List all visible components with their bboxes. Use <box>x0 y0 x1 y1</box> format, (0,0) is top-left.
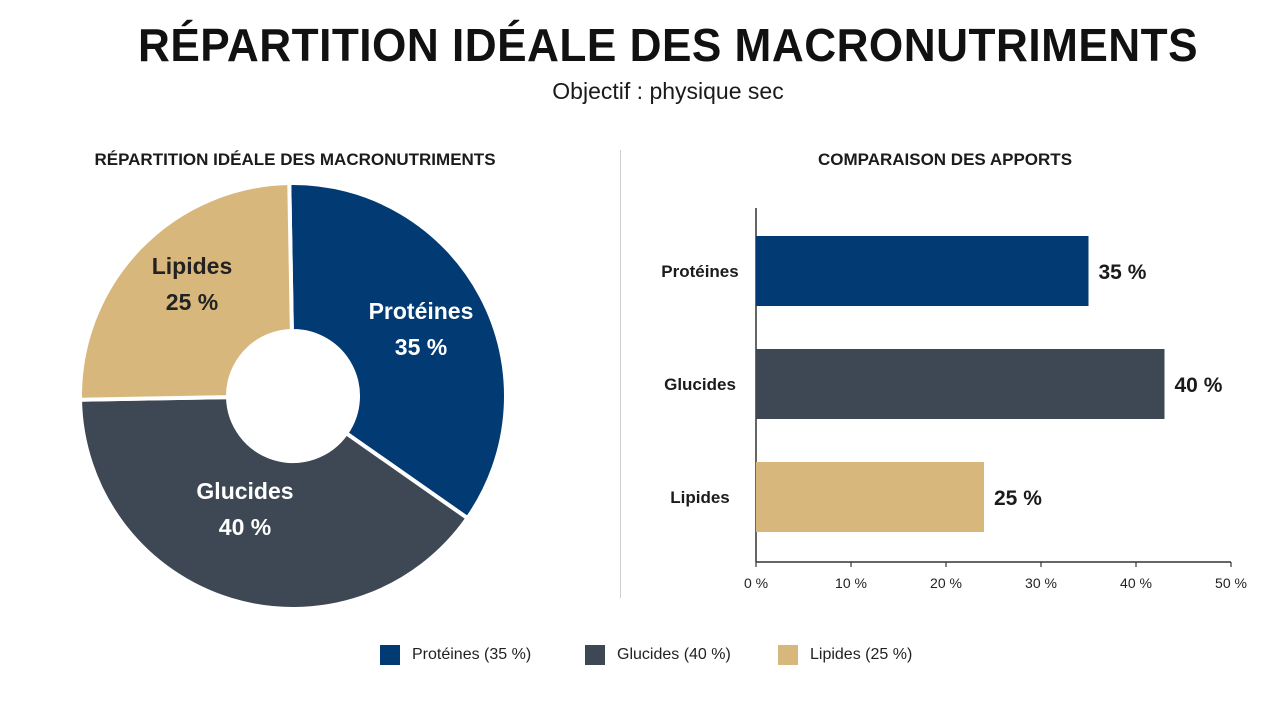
bar-value-label-lipides: 25 % <box>994 487 1042 510</box>
panel-divider <box>620 150 621 598</box>
bar-chart-title: COMPARAISON DES APPORTS <box>817 150 1073 169</box>
bar-category-label-lipides: Lipides <box>670 488 730 507</box>
bar-value-label-proteines: 35 % <box>1099 261 1147 284</box>
bar-category-label-glucides: Glucides <box>664 375 736 394</box>
pie-value-label-proteines: 35 % <box>395 334 447 360</box>
bar-category-label-proteines: Protéines <box>661 262 738 281</box>
bar-glucides <box>756 349 1165 419</box>
bar-x-tick-label: 10 % <box>835 575 867 591</box>
bar-x-tick-label: 40 % <box>1120 575 1152 591</box>
donut-chart: Protéines 35 % Glucides 40 % Lipides 25 % <box>77 180 508 611</box>
pie-slice-proteines <box>287 181 508 521</box>
bar-x-tick-label: 20 % <box>930 575 962 591</box>
legend-swatch-lipides <box>778 645 798 665</box>
bar-x-tick-label: 50 % <box>1215 575 1247 591</box>
pie-chart-title: RÉPARTITION IDÉALE DES MACRONUTRIMENTS <box>94 150 496 169</box>
bar-value-label-glucides: 40 % <box>1175 374 1223 397</box>
pie-label-glucides: Glucides <box>196 478 293 504</box>
legend-label-lipides: Lipides (25 %) <box>810 646 913 663</box>
bar-x-tick-label: 30 % <box>1025 575 1057 591</box>
pie-slice-lipides <box>78 180 294 402</box>
page-title: RÉPARTITION IDÉALE DES MACRONUTRIMENTS <box>137 19 1199 71</box>
legend-item-glucides: Glucides (40 %) <box>585 643 731 667</box>
bar-lipides <box>756 462 984 532</box>
pie-label-proteines: Protéines <box>369 298 474 324</box>
bar-proteines <box>756 236 1089 306</box>
legend-swatch-proteines <box>380 645 400 665</box>
page-subtitle: Objectif : physique sec <box>552 78 784 104</box>
pie-value-label-glucides: 40 % <box>219 514 271 540</box>
pie-label-lipides: Lipides <box>152 253 233 279</box>
legend-label-glucides: Glucides (40 %) <box>617 646 731 663</box>
legend-item-lipides: Lipides (25 %) <box>778 643 912 667</box>
bar-chart: 0 % 10 % 20 % 30 % 40 % 50 % Protéines 35 % Gluc… <box>661 208 1247 591</box>
legend-label-proteines: Protéines (35 %) <box>412 646 532 663</box>
legend-swatch-glucides <box>585 645 605 665</box>
pie-slice-glucides <box>77 395 471 611</box>
pie-value-label-lipides: 25 % <box>166 289 218 315</box>
bar-x-tick-label: 0 % <box>744 575 768 591</box>
legend-item-proteines: Protéines (35 %) <box>380 643 531 667</box>
